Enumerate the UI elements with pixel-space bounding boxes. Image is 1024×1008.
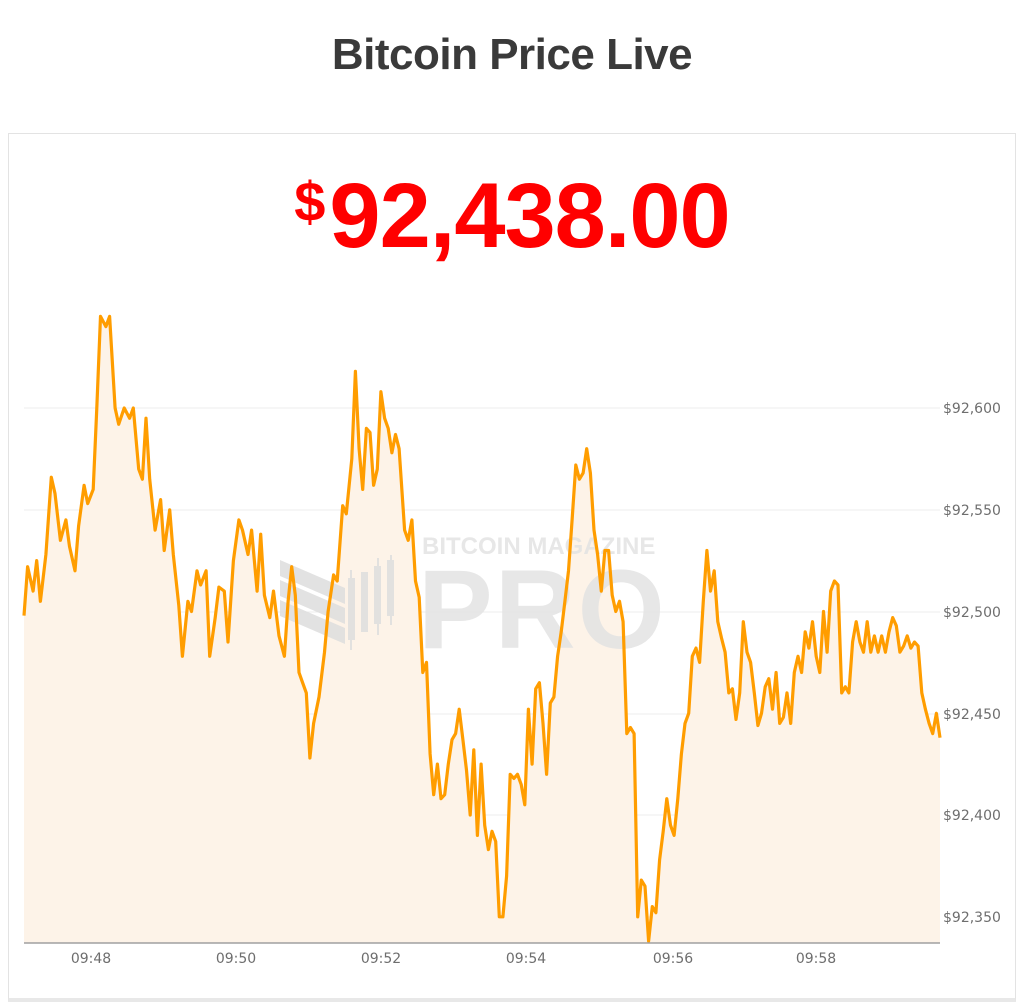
price-area-fill — [24, 316, 940, 943]
x-tick-label: 09:48 — [71, 951, 111, 967]
y-axis-labels: $92,600 $92,550 $92,500 $92,450 $92,400 … — [943, 401, 1001, 926]
x-tick-label: 09:52 — [361, 951, 401, 967]
y-tick-label: $92,450 — [943, 707, 1001, 723]
currency-symbol: $ — [294, 170, 326, 233]
page-title: Bitcoin Price Live — [331, 30, 693, 79]
price-value: 92,438.00 — [329, 165, 730, 267]
watermark-brand: BITCOIN MAGAZINE — [422, 533, 655, 560]
x-tick-label: 09:56 — [653, 951, 693, 967]
x-tick-label: 09:50 — [216, 951, 256, 967]
watermark-pro: PRO — [418, 547, 667, 672]
price-line — [22, 314, 942, 943]
y-tick-label: $92,500 — [943, 605, 1001, 621]
x-axis-labels: 09:48 09:50 09:52 09:54 09:56 09:58 — [71, 951, 836, 967]
x-tick-label: 09:54 — [506, 951, 546, 967]
y-tick-label: $92,550 — [943, 503, 1001, 519]
y-tick-label: $92,350 — [943, 910, 1001, 926]
current-price: $92,438.00 — [0, 170, 1024, 262]
y-tick-label: $92,400 — [943, 808, 1001, 824]
y-tick-label: $92,600 — [943, 401, 1001, 417]
x-tick-label: 09:58 — [796, 951, 836, 967]
